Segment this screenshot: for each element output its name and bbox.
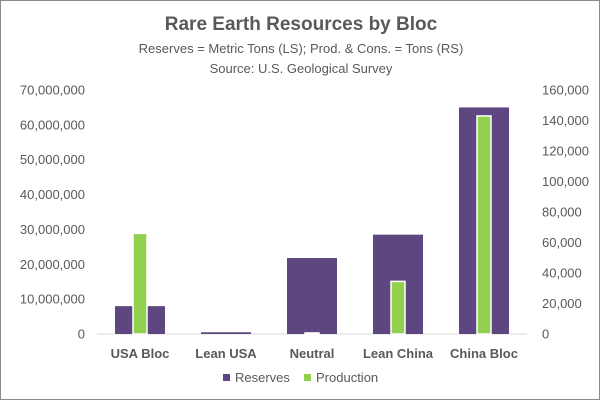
category-label: Neutral xyxy=(290,346,335,361)
category-label: China Bloc xyxy=(450,346,518,361)
right-y-axis: 0 20,000 40,000 60,000 80,000 100,000 120,000 1… xyxy=(542,83,589,342)
category-label: Lean China xyxy=(363,346,434,361)
left-tick-label: 0 xyxy=(78,327,85,342)
left-tick-label: 60,000,000 xyxy=(20,117,85,132)
left-tick-label: 40,000,000 xyxy=(20,187,85,202)
right-tick-label: 40,000 xyxy=(542,266,582,281)
legend: Reserves Production xyxy=(223,370,378,385)
bar-reserves xyxy=(201,332,251,334)
bar-reserves xyxy=(287,258,337,334)
chart-subtitle: Reserves = Metric Tons (LS); Prod. & Con… xyxy=(139,41,464,56)
bar-production xyxy=(476,115,492,335)
chart-source: Source: U.S. Geological Survey xyxy=(210,61,393,76)
bar-production xyxy=(304,332,320,335)
right-tick-label: 60,000 xyxy=(542,235,582,250)
right-tick-label: 20,000 xyxy=(542,296,582,311)
right-tick-label: 120,000 xyxy=(542,144,589,159)
right-tick-label: 80,000 xyxy=(542,205,582,220)
bar-production xyxy=(132,232,148,335)
left-tick-label: 10,000,000 xyxy=(20,292,85,307)
left-tick-label: 50,000,000 xyxy=(20,152,85,167)
category-label: USA Bloc xyxy=(111,346,170,361)
right-tick-label: 100,000 xyxy=(542,174,589,189)
left-tick-label: 70,000,000 xyxy=(20,83,85,98)
legend-swatch-production xyxy=(304,374,311,381)
chart-title: Rare Earth Resources by Bloc xyxy=(165,14,438,35)
bar-production xyxy=(390,280,406,335)
category-labels: USA Bloc Lean USA Neutral Lean China China B… xyxy=(111,346,518,361)
right-tick-label: 0 xyxy=(542,327,549,342)
right-tick-label: 160,000 xyxy=(542,83,589,98)
legend-label-reserves: Reserves xyxy=(235,370,290,385)
left-y-axis: 0 10,000,000 20,000,000 30,000,000 40,000,00… xyxy=(20,83,85,342)
left-tick-label: 20,000,000 xyxy=(20,257,85,272)
bars xyxy=(115,107,509,335)
left-tick-label: 30,000,000 xyxy=(20,222,85,237)
legend-label-production: Production xyxy=(316,370,378,385)
category-label: Lean USA xyxy=(195,346,257,361)
legend-swatch-reserves xyxy=(223,374,230,381)
right-tick-label: 140,000 xyxy=(542,113,589,128)
